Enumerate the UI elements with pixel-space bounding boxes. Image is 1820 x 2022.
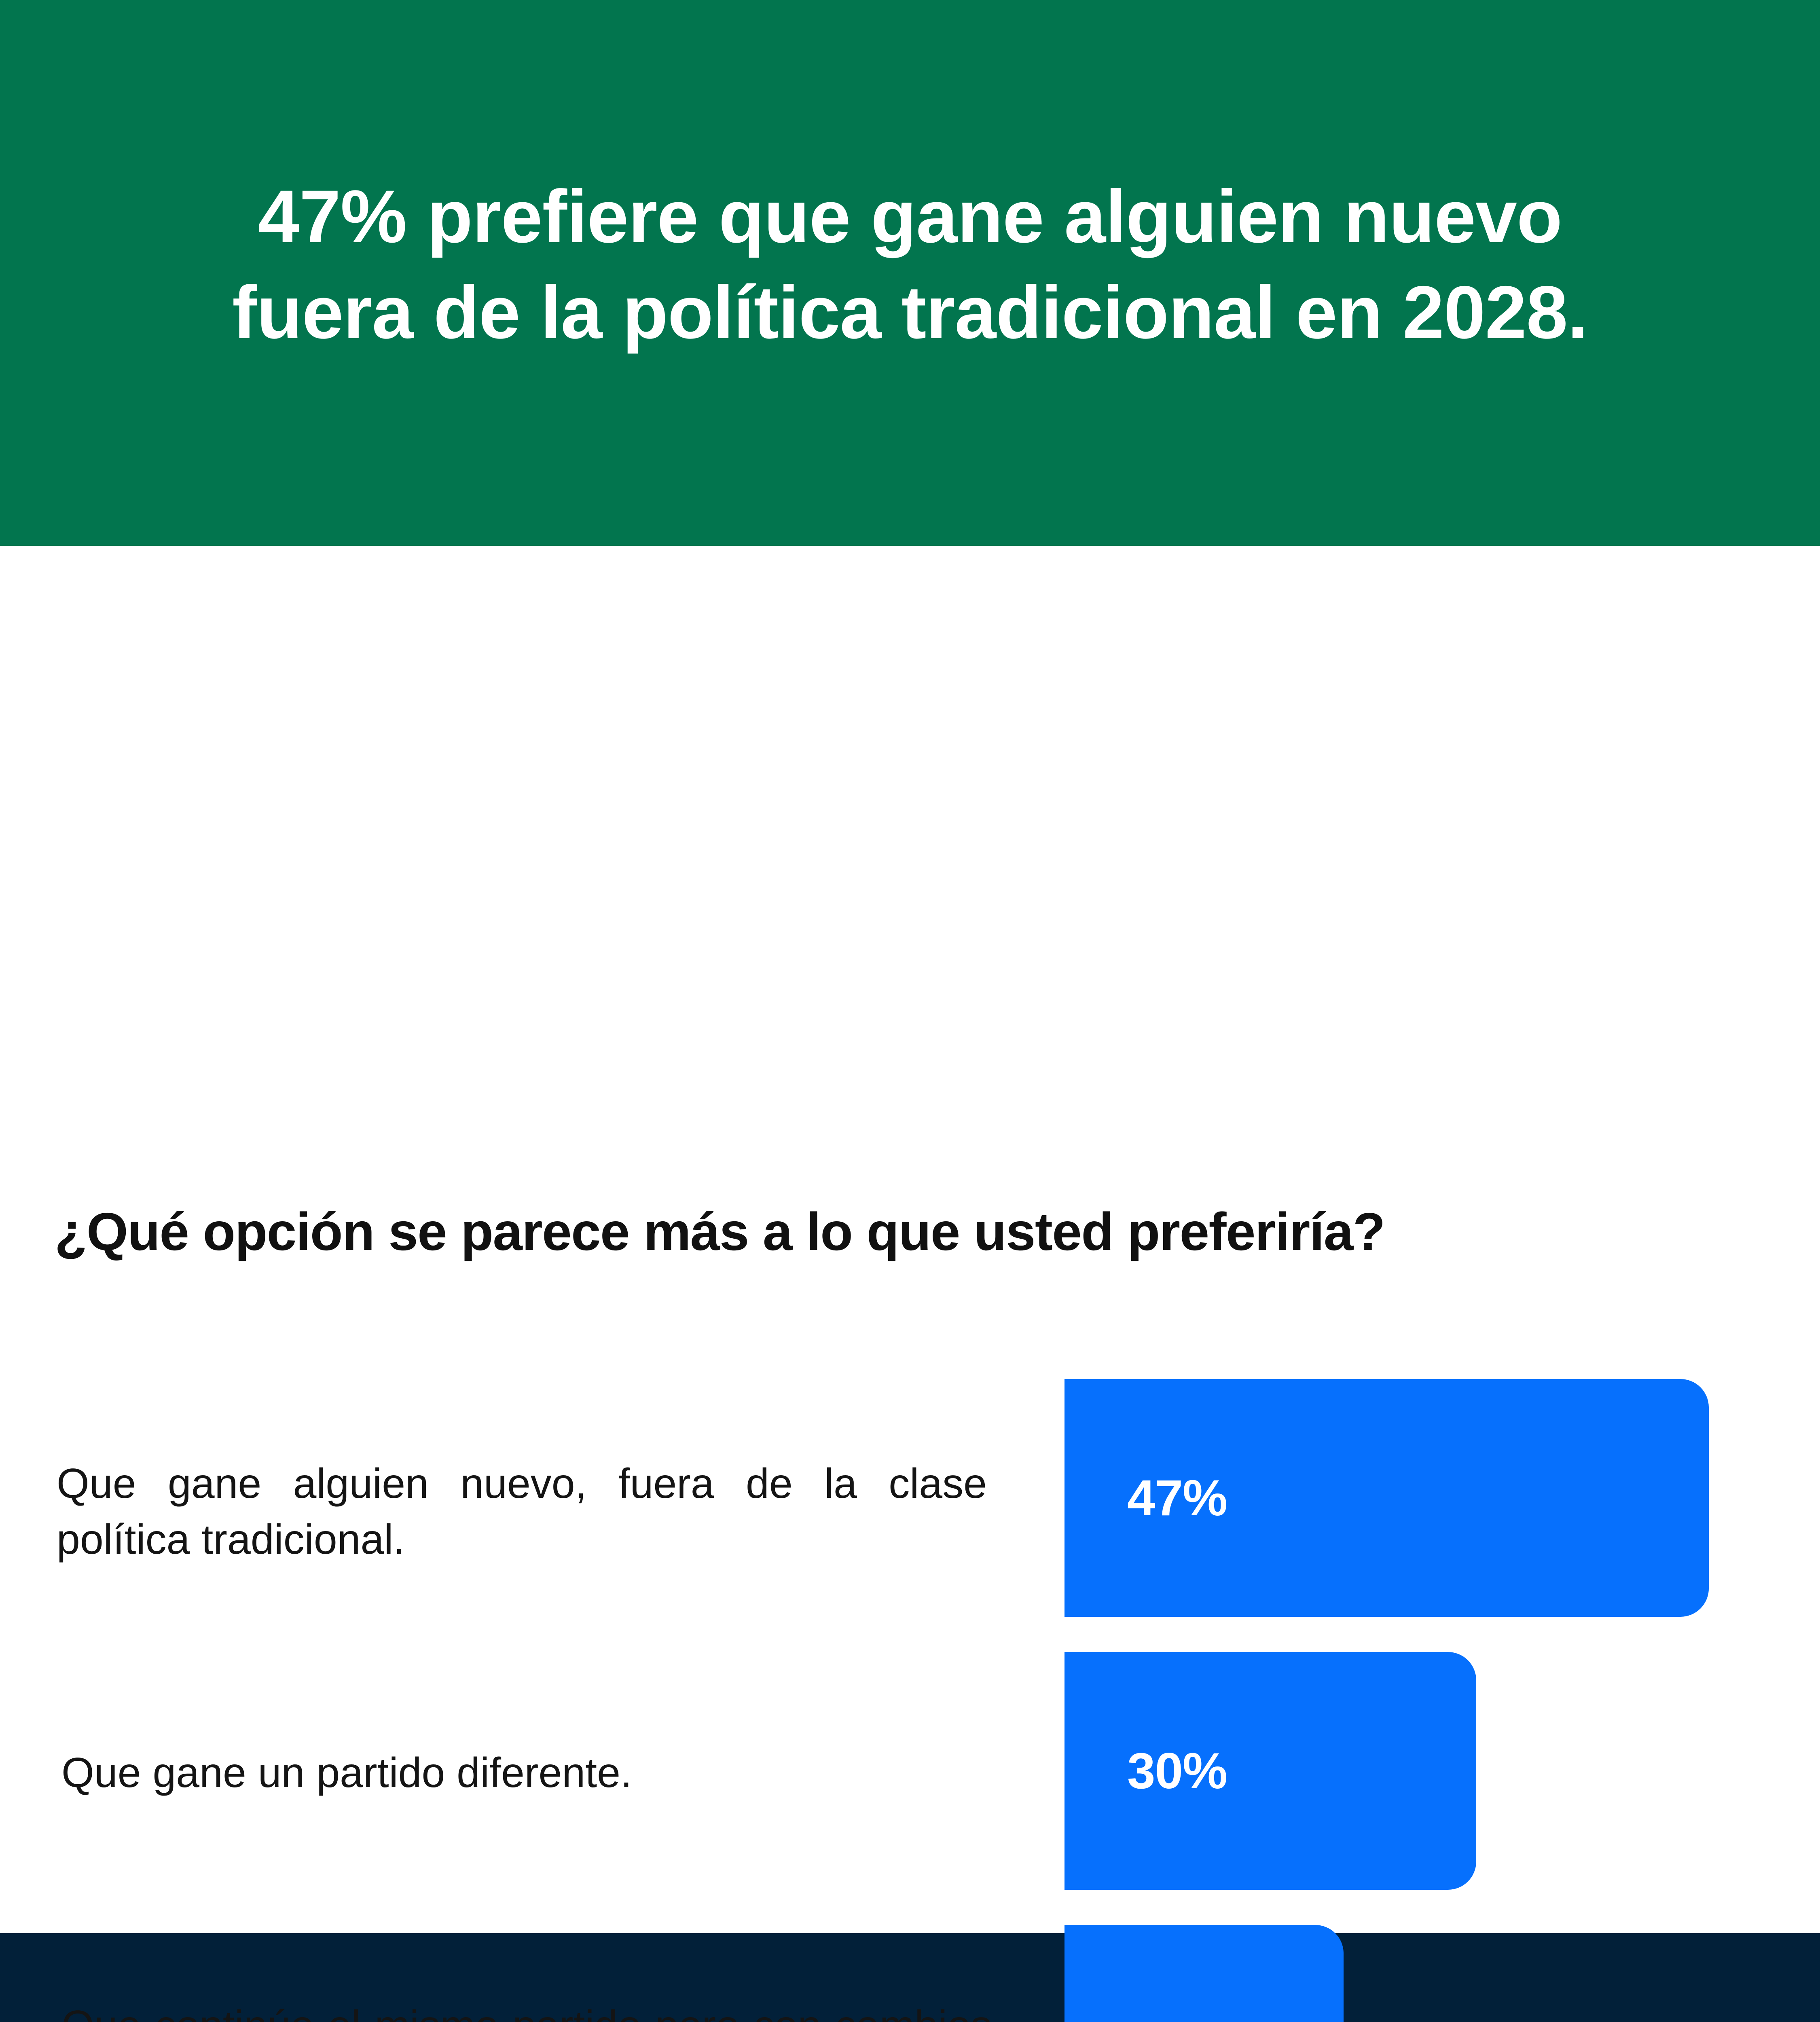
chart-area: ¿Qué opción se parece más a lo que usted… xyxy=(0,546,1820,2022)
bar-value-label: 47% xyxy=(1127,1470,1227,1526)
footer-bar: Diario Libre xyxy=(0,1933,1820,2022)
page-title: 47% prefiere que gane alguien nuevo fuer… xyxy=(232,175,1588,354)
bar-track: 20% xyxy=(1064,1925,1344,2022)
bar-track: 47% xyxy=(1064,1379,1709,1617)
chart-row: Que continúe el mismo partido pero con c… xyxy=(0,1925,1820,2022)
chart-row: Que gane alguien nuevo, fuera de la clas… xyxy=(0,1379,1820,1652)
bar-segment: 20% xyxy=(1064,1925,1344,2022)
bar-track: 30% xyxy=(1064,1652,1476,1890)
bar-segment: 47% xyxy=(1064,1379,1709,1617)
chart-row: Que gane un partido diferente. 30% xyxy=(0,1652,1820,1925)
bar-segment: 30% xyxy=(1064,1652,1476,1890)
bar-value-label: 30% xyxy=(1127,1743,1227,1799)
bar-category-label: Que gane alguien nuevo, fuera de la clas… xyxy=(57,1460,987,1563)
header-banner: 47% prefiere que gane alguien nuevo fuer… xyxy=(0,0,1820,546)
bar-value-label: 20% xyxy=(1127,2015,1227,2022)
bar-category-label: Que gane un partido diferente. xyxy=(61,1749,632,1796)
bar-category-label: Que continúe el mismo partido pero con c… xyxy=(61,1998,992,2022)
survey-question: ¿Qué opción se parece más a lo que usted… xyxy=(55,1202,1386,1261)
bar-chart: Que gane alguien nuevo, fuera de la clas… xyxy=(0,1379,1820,2022)
